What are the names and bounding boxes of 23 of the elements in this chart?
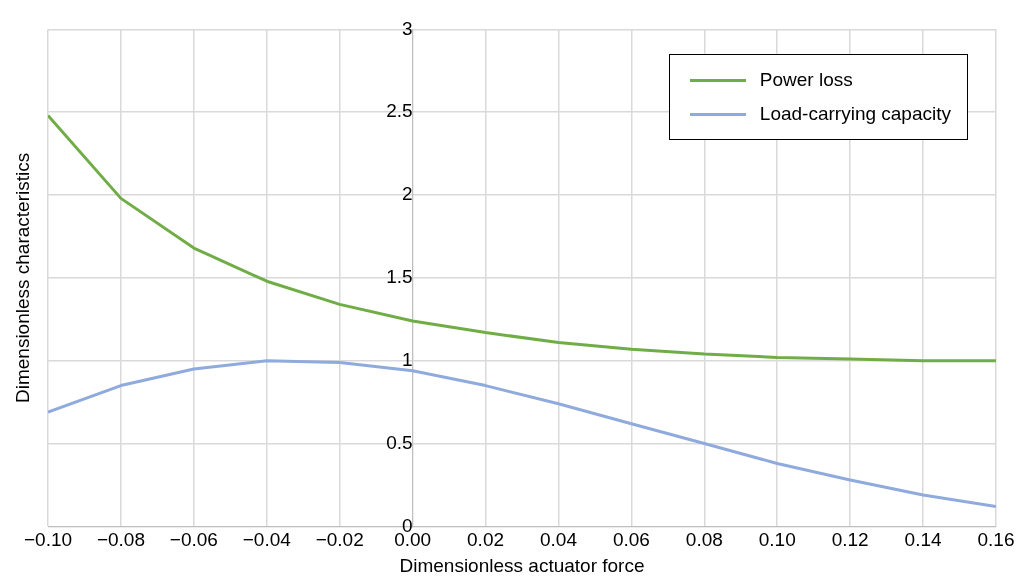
x-tick-label: 0.16 [977,529,1015,551]
x-tick-label: 0.08 [685,529,723,551]
x-tick-label: −0.08 [96,529,145,551]
x-tick-label: 0.14 [904,529,942,551]
x-tick-label: 0.06 [612,529,650,551]
x-axis-title: Dimensionless actuator force [399,554,645,576]
y-tick-label: 0.5 [386,431,413,453]
y-tick-label: 1.5 [386,266,413,288]
y-tick-label: 2.5 [386,100,413,122]
legend-label: Load-carrying capacity [759,103,951,125]
x-tick-label: −0.04 [242,529,292,551]
legend-label: Power loss [759,69,853,91]
x-tick-label: 0.02 [467,529,505,551]
x-tick-label: 0.12 [831,529,869,551]
x-tick-label: 0.10 [758,529,796,551]
y-tick-label: 3 [402,17,413,39]
x-tick-label: −0.10 [23,529,73,551]
x-tick-label: 0.04 [539,529,578,551]
y-tick-label: 1 [402,348,413,370]
y-tick-label: 2 [402,183,413,205]
y-axis-title: Dimensionless characteristics [12,152,34,404]
x-tick-label: −0.06 [169,529,218,551]
x-tick-label: −0.02 [315,529,364,551]
